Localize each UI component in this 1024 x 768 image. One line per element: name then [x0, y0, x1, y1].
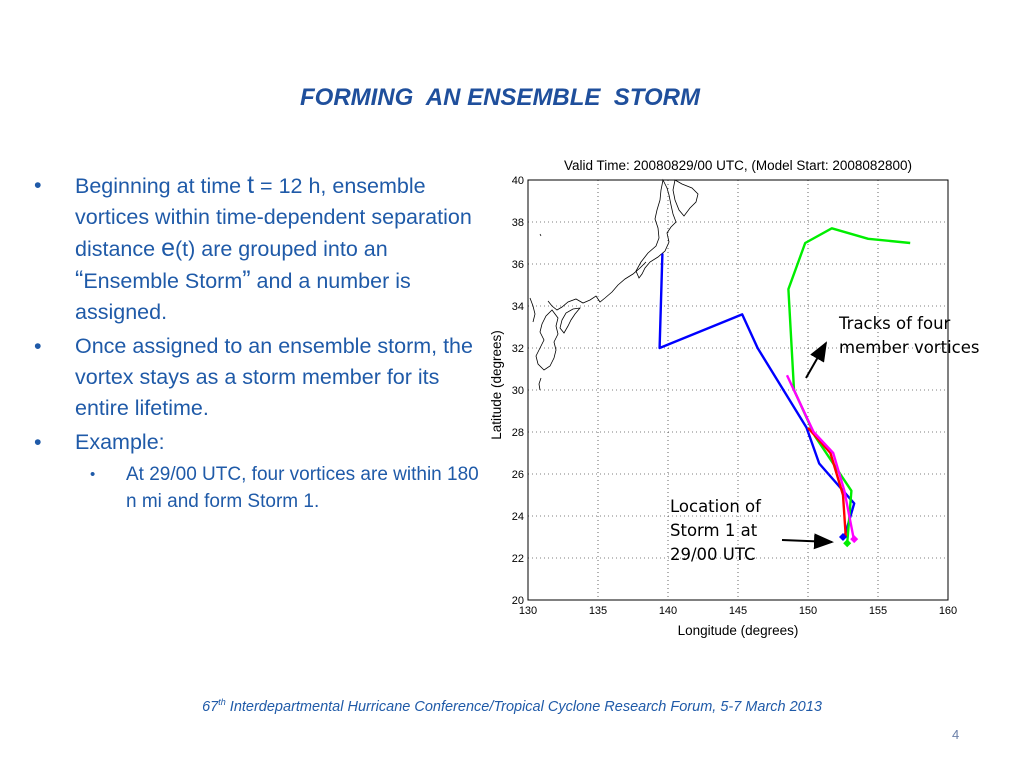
- x-tick-label: 160: [939, 605, 957, 617]
- coastline-honshu: [635, 178, 677, 279]
- vortex-track-4: [785, 374, 856, 542]
- footer: 67th Interdepartmental Hurricane Confere…: [0, 697, 1024, 715]
- y-tick-label: 22: [512, 553, 524, 565]
- y-tick-label: 40: [512, 175, 524, 187]
- bullet-2: • Once assigned to an ensemble storm, th…: [30, 331, 480, 424]
- y-tick-label: 28: [512, 427, 524, 439]
- x-tick-label: 145: [729, 605, 747, 617]
- y-tick-label: 32: [512, 343, 524, 355]
- bullet-dot-icon: •: [34, 334, 42, 358]
- sub-bullet-dot-icon: •: [90, 466, 96, 483]
- bullet-dot-icon: •: [34, 430, 42, 454]
- location-annotation-line-1: Location of: [670, 497, 761, 516]
- y-tick-label: 30: [512, 385, 524, 397]
- tracks-annotation-line-2: member vortices: [839, 338, 980, 357]
- bullet-3: • Example:: [30, 427, 480, 458]
- markers-layer: [839, 533, 859, 548]
- bullet-1-text-e: and a number is assigned.: [75, 269, 411, 324]
- vortex-track-3: [807, 427, 847, 538]
- footer-text: Interdepartmental Hurricane Conference/T…: [225, 698, 822, 715]
- tracks-layer: [658, 227, 911, 544]
- storm-end-marker-3: [839, 533, 847, 541]
- bullet-1-text-d: Ensemble Storm: [83, 269, 243, 293]
- bullet-1: • Beginning at time t = 12 h, ensemble v…: [30, 170, 480, 328]
- slide-title: FORMING AN ENSEMBLE STORM: [299, 84, 700, 111]
- tracks-annotation-line-1: Tracks of four: [839, 314, 951, 333]
- track-chart: Valid Time: 20080829/00 UTC, (Model Star…: [470, 150, 1020, 650]
- y-tick-label: 34: [512, 301, 524, 313]
- page-number: 4: [952, 727, 960, 742]
- chart-title: Valid Time: 20080829/00 UTC, (Model Star…: [564, 158, 912, 173]
- vortex-track-1: [658, 253, 856, 538]
- coastline-hokkaido: [672, 179, 699, 217]
- x-axis-label: Longitude (degrees): [678, 623, 799, 638]
- y-axis-label: Latitude (degrees): [489, 330, 504, 440]
- bullet-1-text-a: Beginning at time: [75, 174, 248, 198]
- sub-bullet-1-text: At 29/00 UTC, four vortices are within 1…: [126, 464, 479, 512]
- x-tick-label: 155: [869, 605, 887, 617]
- coastline-dot: [539, 233, 542, 237]
- x-tick-label: 130: [519, 605, 537, 617]
- sub-bullet-1: • At 29/00 UTC, four vortices are within…: [30, 461, 480, 515]
- bullet-2-text: Once assigned to an ensemble storm, the …: [75, 334, 473, 420]
- coastline-japan-south: [547, 261, 647, 311]
- footer-superscript: th: [218, 697, 226, 707]
- ticks-layer: 130 135 140 145 150 155 160 20 22 24 26 28 30 32 34 36 3…: [512, 175, 957, 617]
- coastline-kyushu: [535, 309, 559, 371]
- coastline-map: [529, 178, 699, 391]
- track-chart-svg: Valid Time: 20080829/00 UTC, (Model Star…: [489, 158, 957, 638]
- quote-close: ”: [242, 266, 251, 294]
- y-tick-label: 36: [512, 259, 524, 271]
- coastline-shikoku: [559, 307, 581, 334]
- tracks-annotation: Tracks of four member vortices: [839, 312, 979, 360]
- bullet-3-text: Example:: [75, 430, 165, 454]
- bullet-dot-icon: •: [34, 173, 42, 197]
- footer-number: 67: [202, 698, 219, 715]
- symbol-t: t: [247, 171, 255, 199]
- coastline-islands: [538, 377, 542, 391]
- y-tick-label: 26: [512, 469, 524, 481]
- x-tick-label: 140: [659, 605, 677, 617]
- tracks-annotation-arrow: [805, 341, 827, 379]
- storm-end-marker-1: [843, 539, 852, 548]
- y-tick-label: 24: [512, 511, 524, 523]
- bullet-list: • Beginning at time t = 12 h, ensemble v…: [30, 170, 480, 515]
- bullet-1-text-c: (t) are grouped into an: [174, 237, 388, 261]
- location-annotation: Location of Storm 1 at 29/00 UTC: [670, 495, 761, 567]
- location-annotation-line-3: 29/00 UTC: [670, 545, 756, 564]
- bullet-1-text-b: = 12 h, ensemble vortices within time-de…: [75, 174, 472, 261]
- x-tick-label: 150: [799, 605, 817, 617]
- x-tick-label: 135: [589, 605, 607, 617]
- location-annotation-line-2: Storm 1 at: [670, 521, 758, 540]
- storm-end-marker-2: [850, 535, 859, 544]
- y-tick-label: 38: [512, 217, 524, 229]
- quote-open: “: [75, 266, 84, 294]
- symbol-epsilon: e: [161, 234, 175, 262]
- coastline-korea: [529, 297, 536, 323]
- location-annotation-arrow: [781, 533, 834, 550]
- y-tick-label: 20: [512, 595, 524, 607]
- plot-frame: [527, 179, 949, 601]
